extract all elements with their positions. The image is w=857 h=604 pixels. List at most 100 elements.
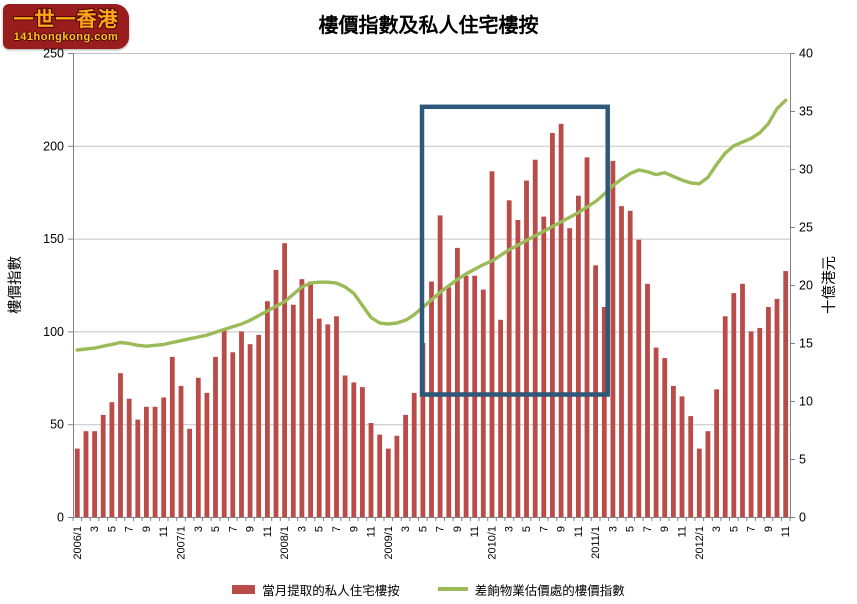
bar — [152, 406, 158, 517]
bar — [783, 271, 789, 517]
x-tick-label: 11 — [366, 526, 378, 537]
bar — [636, 239, 642, 518]
y-tick-label: 35 — [799, 105, 813, 119]
x-tick-label: 11 — [262, 526, 274, 537]
site-logo: 一世一香港 141hongkong.com — [3, 4, 129, 49]
bar — [506, 200, 512, 518]
bar — [92, 431, 97, 517]
x-tick-label: 9 — [452, 526, 464, 532]
site-logo-url: 141hongkong.com — [13, 30, 119, 43]
bar — [593, 265, 598, 517]
y-axis-right: 0 5 10 15 20 25 30 35 40 — [790, 47, 813, 525]
bar — [731, 293, 737, 517]
bar — [567, 228, 573, 517]
x-tick-label: 7 — [124, 526, 136, 532]
bar — [774, 298, 780, 517]
x-tick-label: 11 — [158, 526, 170, 537]
bar — [429, 281, 434, 517]
bar — [144, 406, 149, 517]
bar — [368, 423, 374, 517]
x-tick-label: 3 — [504, 526, 516, 532]
y-tick-label: 100 — [43, 325, 64, 339]
bar — [584, 157, 590, 517]
line-series-swatch — [437, 587, 468, 591]
x-tick-label: 5 — [106, 526, 118, 532]
bar — [290, 304, 296, 517]
bar — [100, 414, 106, 517]
bar — [325, 324, 331, 517]
chart-legend: 當月提取的私人住宅樓按 差餉物業估價處的樓價指數 — [0, 578, 857, 600]
bar — [394, 435, 400, 517]
highlight-box — [419, 104, 610, 397]
bar — [247, 344, 253, 517]
bar-series-swatch — [232, 584, 256, 594]
bar — [748, 331, 754, 517]
y-tick-label: 50 — [50, 418, 64, 432]
bar — [558, 123, 564, 518]
y-tick-label: 40 — [799, 47, 813, 61]
bar — [498, 319, 503, 517]
x-tick-label: 2012/1 — [694, 526, 706, 560]
bar — [740, 283, 745, 517]
bar — [722, 316, 728, 517]
y-tick-label: 25 — [799, 221, 813, 235]
x-tick-label: 9 — [659, 526, 671, 532]
left-axis-title: 樓價指數 — [7, 256, 24, 314]
bar — [83, 431, 89, 517]
bar — [601, 307, 607, 517]
bar — [178, 385, 184, 517]
bar — [576, 195, 581, 517]
bar — [195, 377, 201, 517]
y-tick-label: 200 — [43, 139, 64, 153]
x-tick-label: 7 — [435, 526, 447, 532]
x-tick-label: 9 — [763, 526, 775, 532]
bar — [411, 392, 417, 517]
x-tick-label: 3 — [89, 526, 101, 532]
bar — [662, 358, 668, 517]
x-tick-label: 5 — [210, 526, 222, 532]
bar — [489, 171, 495, 518]
bar — [299, 279, 305, 517]
x-tick-label: 3 — [400, 526, 412, 532]
bar — [619, 206, 624, 517]
bar — [645, 283, 650, 517]
x-tick-label: 9 — [141, 526, 153, 532]
bars-series — [74, 123, 789, 518]
bar — [437, 215, 443, 517]
x-tick-label: 7 — [331, 526, 343, 532]
bar — [265, 301, 270, 517]
bar — [627, 210, 633, 518]
bar — [550, 133, 555, 517]
bar — [221, 330, 227, 517]
bar — [696, 448, 702, 517]
bar — [653, 347, 659, 517]
y-axis-left: 0 50 100 150 200 250 — [43, 47, 73, 525]
bar — [515, 220, 521, 517]
x-tick-label: 3 — [607, 526, 619, 532]
bar — [420, 343, 426, 517]
bar — [334, 316, 339, 517]
legend-item-price-index: 差餉物業估價處的樓價指數 — [437, 580, 625, 599]
bar — [273, 269, 279, 517]
bar — [74, 448, 80, 517]
bar — [377, 434, 383, 517]
bar — [109, 402, 115, 517]
x-tick-label: 7 — [227, 526, 239, 532]
x-tick-label: 9 — [348, 526, 360, 532]
y-tick-label: 5 — [799, 453, 806, 467]
bar — [671, 385, 676, 517]
bar — [187, 428, 192, 517]
bar — [541, 216, 547, 517]
y-tick-label: 10 — [799, 395, 813, 409]
right-axis-title: 十億港元 — [821, 256, 838, 314]
y-tick-label: 30 — [799, 163, 813, 177]
bar — [385, 448, 391, 517]
x-tick-label: 5 — [417, 526, 429, 532]
bar — [766, 307, 771, 517]
x-tick-label: 5 — [625, 526, 637, 532]
x-tick-label: 7 — [538, 526, 550, 532]
bar — [705, 431, 711, 517]
x-axis: 2006/1 3 5 7 9 11 2007/1 3 5 7 9 11 2008/1 3 5 7 9 11 2009… — [72, 517, 792, 560]
